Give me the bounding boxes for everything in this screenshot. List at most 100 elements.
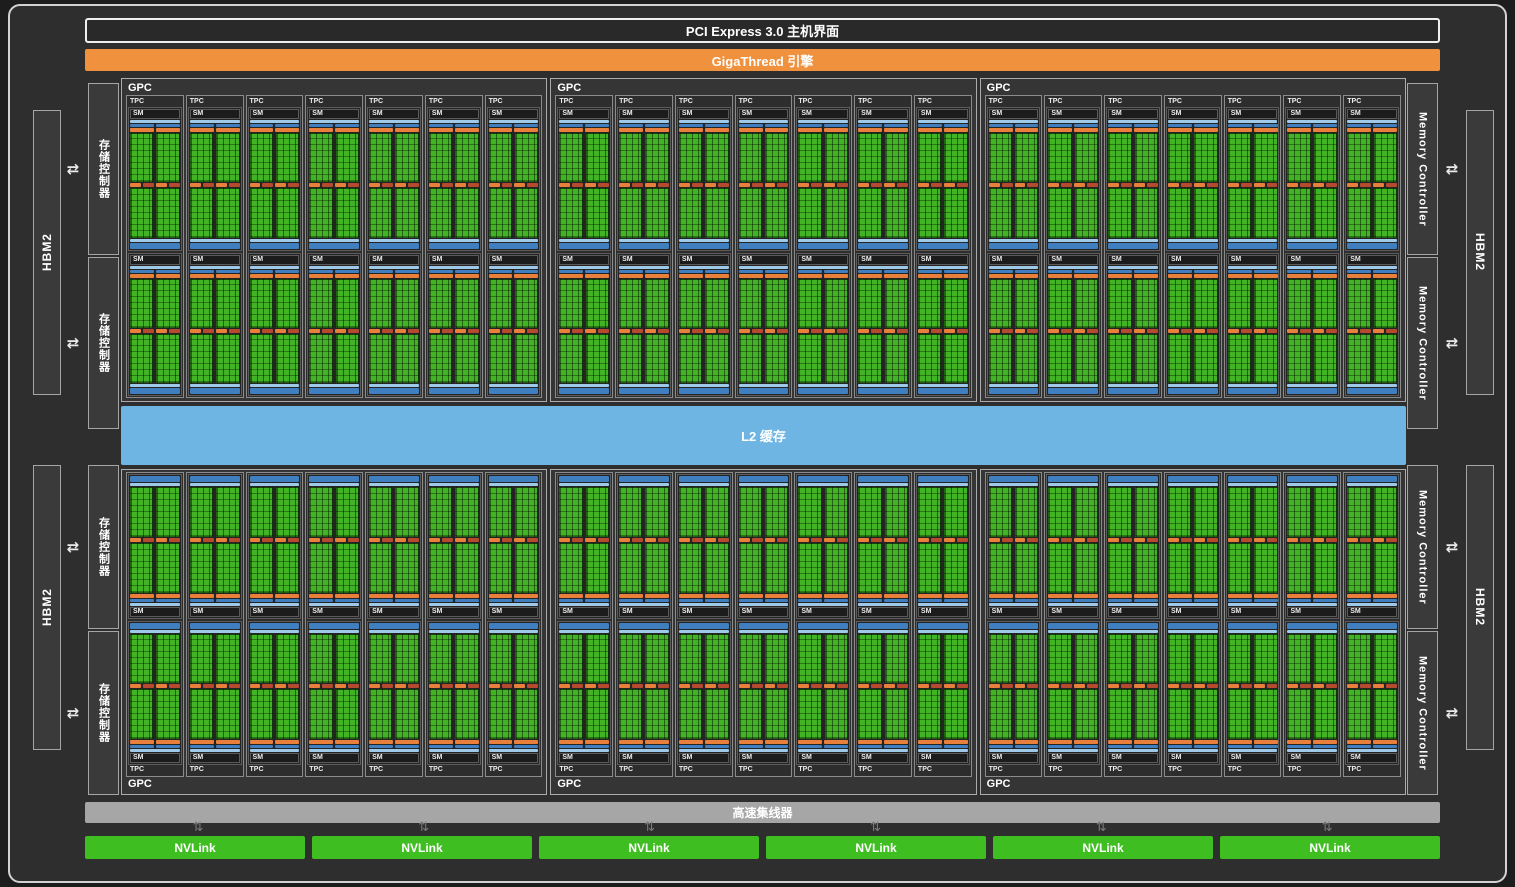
core-column — [824, 133, 849, 183]
tensor-core-seg — [691, 183, 703, 188]
l1-instruction-cache-bar — [619, 749, 669, 752]
sm-block: SM — [986, 107, 1041, 251]
core-column — [559, 633, 583, 684]
sm-block: SM — [187, 474, 242, 619]
l1-data-cache-bar — [988, 242, 1039, 249]
tensor-core-seg — [678, 183, 690, 188]
warp-scheduler-seg — [275, 128, 300, 132]
warp-scheduler-row — [428, 273, 479, 278]
sm-block: SM — [1225, 620, 1280, 765]
tensor-core-row — [678, 328, 729, 333]
warp-scheduler-seg — [988, 740, 1013, 744]
texture-unit-bar — [858, 629, 908, 633]
core-grid — [1347, 133, 1398, 183]
texture-unit-bar — [309, 238, 360, 242]
core-column — [858, 487, 882, 537]
texture-unit-bar — [1227, 384, 1278, 387]
core-column — [1134, 333, 1158, 383]
core-grid — [309, 487, 360, 537]
tensor-core-row — [1048, 183, 1099, 188]
memory-controller-right-3: Memory Controller — [1407, 465, 1438, 629]
tensor-core-seg — [1074, 537, 1086, 542]
dispatch-seg — [488, 124, 513, 127]
l1-data-cache-bar — [619, 388, 669, 394]
dispatch-seg — [738, 598, 763, 602]
dispatch-seg — [249, 269, 274, 273]
tensor-core-seg — [335, 328, 347, 333]
core-grid — [130, 333, 180, 383]
dispatch-seg — [369, 745, 393, 748]
core-column — [156, 333, 180, 383]
core-column — [428, 278, 453, 328]
core-grid — [1167, 633, 1218, 684]
hbm-bidirectional-arrow-icon: ⇄ — [66, 160, 80, 178]
sm-label: SM — [798, 753, 849, 763]
core-column — [335, 133, 360, 183]
core-grid — [1227, 333, 1278, 383]
core-grid — [130, 689, 180, 739]
core-grid — [738, 542, 789, 593]
sm-label: SM — [1048, 606, 1099, 617]
texture-unit-bar — [988, 483, 1039, 486]
core-column — [619, 333, 643, 383]
core-grid — [1347, 278, 1398, 328]
core-column — [917, 188, 942, 238]
core-grid — [130, 633, 180, 684]
dispatch-seg — [1108, 269, 1133, 273]
tensor-core-seg — [884, 537, 895, 542]
memory-controller-left-2: 存储控制器 — [88, 257, 119, 429]
tpc-block: TPC SM SM — [984, 472, 1043, 777]
warp-scheduler-seg — [988, 273, 1013, 278]
core-column — [395, 133, 419, 183]
l1-data-cache-bar — [130, 476, 180, 482]
tensor-core-seg — [704, 328, 716, 333]
tensor-core-seg — [215, 183, 227, 188]
tensor-core-seg — [1253, 183, 1265, 188]
warp-scheduler-row — [249, 128, 300, 132]
core-column — [249, 333, 273, 383]
core-column — [678, 689, 703, 739]
tensor-core-seg — [798, 183, 810, 188]
warp-scheduler-seg — [189, 740, 214, 744]
dispatch-seg — [335, 124, 360, 127]
core-column — [798, 689, 822, 739]
tpc-block: TPC SM SM — [1104, 95, 1162, 398]
core-column — [765, 542, 789, 593]
core-column — [395, 278, 419, 328]
core-column — [130, 133, 154, 183]
core-column — [798, 487, 822, 537]
dispatch-seg — [155, 124, 180, 127]
dispatch-seg — [454, 124, 479, 127]
tensor-core-seg — [288, 537, 300, 542]
tensor-core-seg — [884, 328, 895, 333]
warp-scheduler-row — [249, 740, 300, 744]
core-column — [1373, 487, 1398, 537]
l1-data-cache-bar — [488, 242, 539, 249]
tensor-core-row — [1048, 684, 1099, 689]
sm-block: SM — [617, 620, 671, 765]
core-grid — [678, 333, 729, 383]
hbm2-block-right-top: HBM2 — [1466, 110, 1494, 395]
core-column — [216, 278, 240, 328]
tensor-core-seg — [1193, 537, 1205, 542]
memory-controller-right-2: Memory Controller — [1407, 257, 1438, 429]
tensor-core-seg — [228, 684, 240, 689]
warp-scheduler-row — [428, 740, 479, 744]
l1-instruction-cache-bar — [428, 749, 479, 752]
core-column — [335, 188, 360, 238]
dispatch-seg — [1253, 745, 1278, 748]
l1-data-cache-bar — [917, 242, 968, 249]
texture-unit-bar — [988, 238, 1039, 242]
sm-block: SM — [557, 474, 612, 619]
tpc-sm-stack: SM SM — [1345, 474, 1400, 765]
dispatch-row — [619, 269, 669, 273]
tensor-core-seg — [777, 183, 789, 188]
sm-label: SM — [988, 109, 1039, 119]
tensor-core-seg — [1061, 684, 1073, 689]
core-column — [455, 133, 479, 183]
core-column — [216, 188, 240, 238]
sm-block: SM — [796, 107, 851, 251]
tensor-core-seg — [657, 328, 669, 333]
sm-block: SM — [486, 107, 541, 251]
tpc-block: TPC SM SM — [1343, 95, 1402, 398]
